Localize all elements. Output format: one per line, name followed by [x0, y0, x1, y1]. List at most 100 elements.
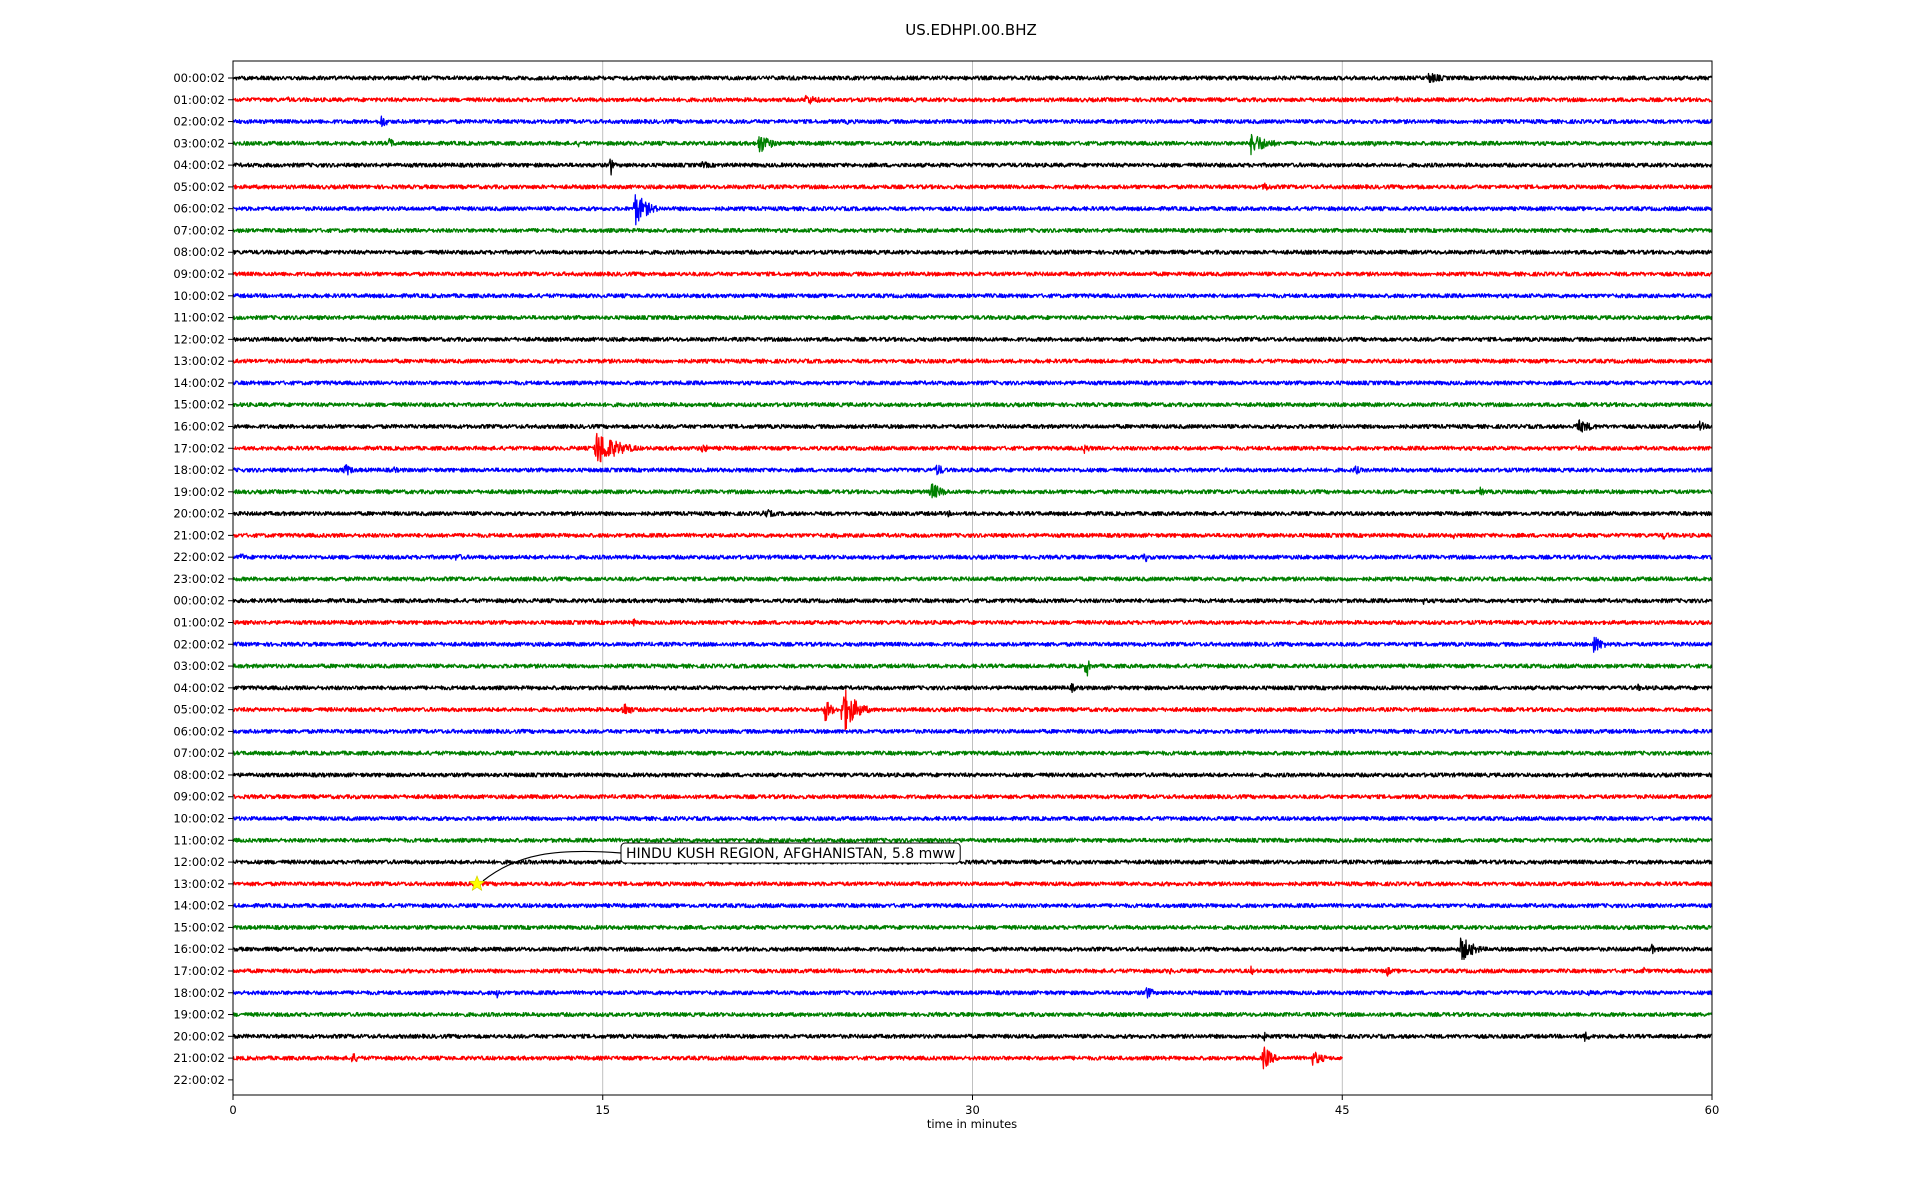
- seismic-trace: [232, 432, 1713, 463]
- seismic-trace: [232, 314, 1713, 321]
- y-tick-label: 09:00:02: [173, 790, 225, 804]
- event-annotation: HINDU KUSH REGION, AFGHANISTAN, 5.8 mww: [468, 842, 961, 891]
- seismic-trace: [232, 636, 1713, 653]
- seismic-trace: [232, 158, 1713, 176]
- event-star-marker: [468, 875, 486, 891]
- seismic-trace: [232, 94, 1713, 105]
- y-tick-label: 09:00:02: [173, 267, 225, 281]
- seismic-trace: [232, 660, 1713, 677]
- seismic-trace: [232, 509, 1713, 518]
- seismic-trace: [232, 750, 1713, 756]
- y-tick-label: 12:00:02: [173, 855, 225, 869]
- y-tick-label: 02:00:02: [173, 637, 225, 651]
- y-tick-label: 01:00:02: [173, 93, 225, 107]
- y-tick-label: 22:00:02: [173, 550, 225, 564]
- annotation-box: [620, 842, 961, 864]
- y-tick-label: 16:00:02: [173, 419, 225, 433]
- seismic-trace: [232, 728, 1713, 735]
- y-tick-label: 23:00:02: [173, 572, 225, 586]
- seismic-trace: [232, 553, 1713, 563]
- y-tick-label: 07:00:02: [173, 746, 225, 760]
- y-tick-label: 18:00:02: [173, 463, 225, 477]
- seismic-trace: [232, 794, 1713, 800]
- y-tick-label: 03:00:02: [173, 136, 225, 150]
- seismic-trace: [232, 965, 1713, 977]
- annotation-arrow: [482, 850, 622, 882]
- y-tick-label: 13:00:02: [173, 877, 225, 891]
- seismic-trace: [232, 115, 1713, 128]
- y-tick-label: 11:00:02: [173, 833, 225, 847]
- y-tick-label: 10:00:02: [173, 289, 225, 303]
- x-tick-label: 0: [229, 1103, 236, 1117]
- seismic-trace: [232, 194, 1713, 226]
- seismic-trace: [232, 881, 1713, 887]
- y-tick-label: 20:00:02: [173, 1029, 225, 1043]
- seismic-trace: [232, 358, 1713, 364]
- y-tick-label: 17:00:02: [173, 441, 225, 455]
- y-tick-label: 14:00:02: [173, 376, 225, 390]
- y-tick-label: 05:00:02: [173, 703, 225, 717]
- y-tick-label: 06:00:02: [173, 724, 225, 738]
- row-time-labels: 00:00:02 01:00:02 02:00:02 03:00:02 04:00:02…: [173, 71, 233, 1087]
- y-tick-label: 12:00:02: [173, 332, 225, 346]
- seismic-trace: [232, 924, 1713, 931]
- seismic-trace: [232, 937, 1713, 961]
- seismic-trace: [232, 249, 1713, 255]
- y-tick-label: 04:00:02: [173, 681, 225, 695]
- y-tick-label: 19:00:02: [173, 485, 225, 499]
- seismic-trace: [232, 133, 1713, 156]
- seismic-trace: [232, 532, 1713, 540]
- y-tick-label: 21:00:02: [173, 1051, 225, 1065]
- y-tick-label: 10:00:02: [173, 812, 225, 826]
- seismic-trace: [232, 72, 1713, 83]
- seismic-trace: [232, 689, 1713, 731]
- seismic-trace: [232, 815, 1713, 822]
- seismic-trace: [232, 598, 1713, 605]
- y-tick-label: 02:00:02: [173, 115, 225, 129]
- seismic-trace: [232, 182, 1713, 191]
- y-tick-label: 13:00:02: [173, 354, 225, 368]
- y-tick-label: 08:00:02: [173, 768, 225, 782]
- y-tick-label: 03:00:02: [173, 659, 225, 673]
- seismic-trace: [232, 1046, 1343, 1070]
- y-tick-label: 20:00:02: [173, 507, 225, 521]
- y-tick-label: 00:00:02: [173, 71, 225, 85]
- y-tick-label: 08:00:02: [173, 245, 225, 259]
- seismic-trace: [232, 837, 1713, 843]
- seismic-trace: [232, 380, 1713, 386]
- y-tick-label: 22:00:02: [173, 1073, 225, 1087]
- seismic-trace: [232, 902, 1713, 909]
- y-tick-label: 19:00:02: [173, 1008, 225, 1022]
- x-tick-label: 60: [1705, 1103, 1720, 1117]
- y-tick-label: 11:00:02: [173, 311, 225, 325]
- seismic-trace: [232, 336, 1713, 343]
- chart-title: US.EDHPI.00.BHZ: [905, 21, 1037, 39]
- seismic-trace: [232, 293, 1713, 299]
- seismic-trace: [232, 483, 1713, 499]
- seismic-trace: [232, 576, 1713, 582]
- seismic-trace: [232, 618, 1713, 627]
- y-tick-label: 15:00:02: [173, 920, 225, 934]
- y-tick-label: 04:00:02: [173, 158, 225, 172]
- seismic-trace: [232, 683, 1713, 694]
- y-tick-label: 14:00:02: [173, 899, 225, 913]
- x-tick-label: 15: [595, 1103, 610, 1117]
- seismic-trace: [232, 402, 1713, 408]
- x-axis-label: time in minutes: [927, 1117, 1017, 1131]
- y-tick-label: 21:00:02: [173, 528, 225, 542]
- seismic-trace: [232, 227, 1713, 234]
- y-tick-label: 18:00:02: [173, 986, 225, 1000]
- x-axis-ticks: 0 15 30 45 60: [229, 1095, 1719, 1117]
- seismic-trace: [232, 1011, 1713, 1018]
- y-tick-label: 16:00:02: [173, 942, 225, 956]
- seismic-trace: [232, 859, 1713, 865]
- x-tick-label: 30: [965, 1103, 980, 1117]
- y-tick-label: 15:00:02: [173, 398, 225, 412]
- y-tick-label: 00:00:02: [173, 594, 225, 608]
- seismic-traces: [232, 72, 1713, 1070]
- x-tick-label: 45: [1335, 1103, 1350, 1117]
- y-tick-label: 17:00:02: [173, 964, 225, 978]
- seismic-trace: [232, 419, 1713, 433]
- y-tick-label: 06:00:02: [173, 202, 225, 216]
